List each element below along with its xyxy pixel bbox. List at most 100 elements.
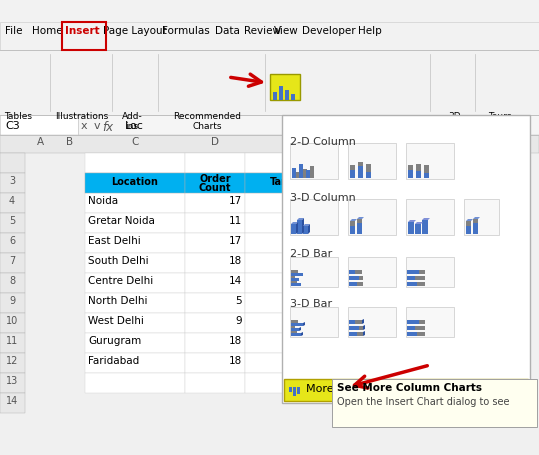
Text: 3D
Map: 3D Map	[446, 112, 465, 131]
Polygon shape	[291, 222, 298, 224]
Bar	[290, 199, 338, 235]
Bar	[0, 273, 25, 293]
Bar	[0, 393, 25, 413]
Bar	[406, 307, 454, 337]
Bar	[406, 143, 454, 179]
Polygon shape	[297, 218, 304, 220]
Bar	[185, 313, 245, 333]
Bar	[0, 115, 78, 135]
Bar	[473, 223, 478, 234]
Bar	[380, 333, 430, 353]
Text: B: B	[66, 137, 73, 147]
Text: West Delhi: West Delhi	[88, 316, 144, 326]
Bar	[245, 173, 330, 193]
Bar	[407, 282, 417, 286]
Text: 17: 17	[229, 196, 242, 206]
Text: 18: 18	[229, 336, 242, 346]
Text: View: View	[274, 26, 299, 36]
Polygon shape	[301, 332, 303, 336]
Bar	[85, 273, 185, 293]
Text: unt: unt	[396, 177, 414, 187]
Bar	[245, 273, 330, 293]
Text: Faridabad: Faridabad	[88, 356, 139, 366]
Bar	[85, 153, 185, 173]
Bar	[407, 320, 419, 324]
Bar	[0, 22, 539, 50]
Text: 4: 4	[9, 196, 15, 206]
Bar	[0, 173, 25, 193]
Bar	[357, 223, 362, 234]
Bar	[416, 164, 421, 171]
Bar	[282, 115, 530, 403]
Text: 3.: 3.	[367, 216, 377, 226]
Bar	[291, 278, 299, 281]
Text: Insert: Insert	[65, 26, 100, 36]
Text: C3: C3	[5, 121, 20, 131]
Bar	[348, 307, 396, 337]
Bar	[85, 373, 185, 393]
Bar	[185, 193, 245, 213]
Bar	[330, 273, 380, 293]
Text: 1000000: 1000000	[281, 296, 327, 306]
Bar	[185, 253, 245, 273]
Bar	[0, 0, 539, 25]
Polygon shape	[422, 218, 430, 220]
Text: Location: Location	[112, 177, 158, 187]
Bar	[359, 276, 363, 280]
Bar	[348, 143, 396, 179]
Bar	[330, 173, 380, 193]
Bar	[290, 257, 338, 287]
Bar	[297, 220, 302, 234]
Bar	[417, 282, 425, 286]
Text: 11: 11	[6, 336, 18, 346]
Bar	[466, 221, 471, 226]
Text: Loc: Loc	[125, 121, 144, 131]
Text: 6: 6	[9, 236, 15, 246]
Text: Illustrations: Illustrations	[56, 112, 109, 121]
Text: x: x	[81, 121, 87, 131]
Bar	[357, 282, 363, 286]
Text: C: C	[351, 177, 358, 187]
Bar	[419, 320, 425, 324]
Bar	[245, 173, 330, 193]
Text: v: v	[94, 121, 100, 131]
Bar	[185, 233, 245, 253]
Bar	[473, 219, 478, 223]
Text: 2.: 2.	[367, 296, 377, 306]
Text: 1000000: 1000000	[281, 276, 327, 286]
Bar	[185, 293, 245, 313]
Bar	[424, 165, 429, 173]
Polygon shape	[296, 222, 298, 234]
Bar	[0, 373, 25, 393]
Bar	[303, 169, 307, 178]
Polygon shape	[308, 224, 310, 234]
Bar	[292, 168, 296, 178]
Bar	[245, 193, 330, 213]
Text: 13: 13	[6, 376, 18, 386]
Bar	[293, 387, 296, 396]
Bar	[0, 313, 25, 333]
Bar	[407, 326, 415, 330]
Bar	[415, 224, 421, 234]
Bar	[355, 320, 362, 324]
Polygon shape	[415, 222, 423, 224]
Text: 1000000: 1000000	[281, 316, 327, 326]
Bar	[349, 276, 359, 280]
Bar	[417, 332, 425, 336]
Bar	[407, 276, 415, 280]
Bar	[245, 373, 330, 393]
Text: 5: 5	[9, 216, 15, 226]
Text: 3-D Column: 3-D Column	[290, 193, 356, 203]
Bar	[464, 199, 499, 235]
Text: 2.: 2.	[367, 276, 377, 286]
Text: North Delhi: North Delhi	[88, 296, 148, 306]
Bar	[380, 373, 430, 393]
Text: 10: 10	[6, 316, 18, 326]
Bar	[85, 293, 185, 313]
Bar	[85, 333, 185, 353]
Bar	[291, 325, 295, 328]
Bar	[380, 153, 430, 173]
Bar	[299, 164, 303, 178]
Polygon shape	[466, 219, 473, 221]
Bar	[407, 332, 417, 336]
